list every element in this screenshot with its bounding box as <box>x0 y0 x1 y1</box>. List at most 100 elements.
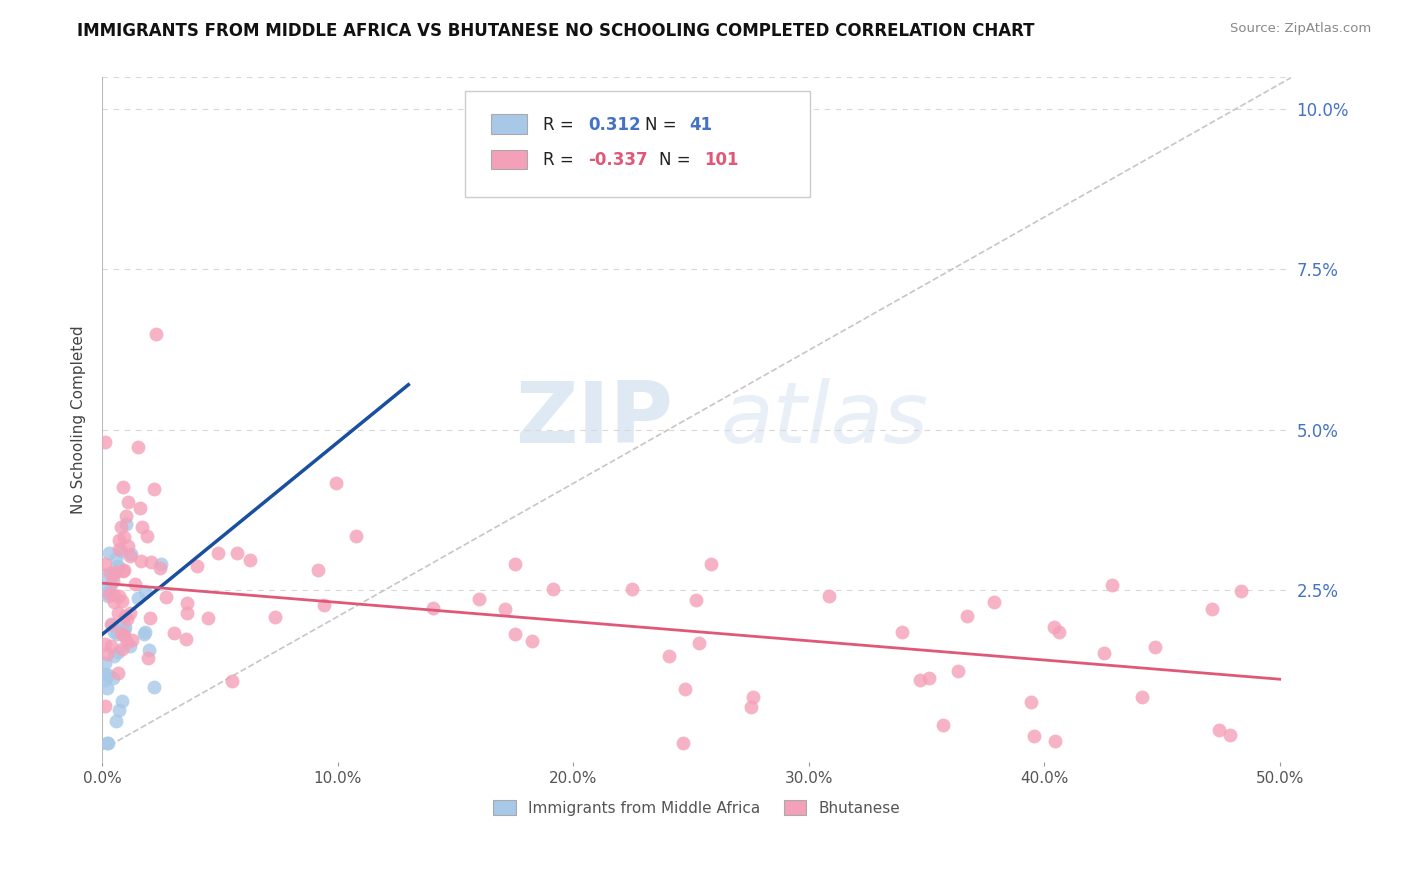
Text: N =: N = <box>659 152 696 169</box>
Point <box>105 627 128 641</box>
Point <box>98 546 121 560</box>
Point <box>699 557 721 571</box>
Point <box>685 592 707 607</box>
Point <box>107 590 129 604</box>
Point <box>110 641 132 656</box>
Point <box>932 717 955 731</box>
Point <box>97 736 120 750</box>
Point <box>742 690 765 705</box>
Point <box>105 558 128 573</box>
Text: 101: 101 <box>704 152 738 169</box>
Point <box>97 584 120 599</box>
Point <box>103 588 125 602</box>
Point <box>520 634 543 648</box>
Point <box>120 606 142 620</box>
Point <box>207 546 229 560</box>
Point <box>621 582 644 596</box>
Point <box>100 616 122 631</box>
FancyBboxPatch shape <box>465 91 810 197</box>
Point <box>117 540 139 554</box>
Point <box>422 601 444 615</box>
Point <box>94 435 117 450</box>
Point <box>1024 729 1046 743</box>
Point <box>97 589 120 603</box>
Point <box>1143 640 1166 655</box>
Point <box>120 639 142 653</box>
Text: IMMIGRANTS FROM MIDDLE AFRICA VS BHUTANESE NO SCHOOLING COMPLETED CORRELATION CH: IMMIGRANTS FROM MIDDLE AFRICA VS BHUTANE… <box>77 22 1035 40</box>
Point <box>98 566 121 580</box>
Point <box>891 624 914 639</box>
Point <box>956 609 979 624</box>
Point <box>101 566 124 581</box>
Point <box>105 714 128 728</box>
Point <box>114 623 136 637</box>
Point <box>155 591 177 605</box>
Point <box>314 598 336 612</box>
Point <box>325 475 347 490</box>
Point <box>918 672 941 686</box>
Point <box>107 665 129 680</box>
Point <box>124 576 146 591</box>
Point <box>117 494 139 508</box>
Legend: Immigrants from Middle Africa, Bhutanese: Immigrants from Middle Africa, Bhutanese <box>485 792 908 823</box>
Point <box>1047 625 1070 640</box>
Point <box>983 595 1005 609</box>
Point <box>143 681 166 695</box>
Point <box>93 673 115 687</box>
Point <box>107 533 129 548</box>
Point <box>139 611 162 625</box>
Point <box>1208 723 1230 738</box>
Point <box>176 596 198 610</box>
Point <box>1219 728 1241 742</box>
Point <box>134 624 156 639</box>
Point <box>114 609 136 624</box>
Point <box>658 649 681 664</box>
Point <box>111 694 134 708</box>
Point <box>1130 690 1153 705</box>
Point <box>197 611 219 625</box>
Point <box>103 624 125 639</box>
Point <box>468 591 491 606</box>
Point <box>134 627 156 641</box>
Point <box>104 565 127 579</box>
Point <box>107 607 129 621</box>
Point <box>138 643 160 657</box>
Point <box>112 564 135 578</box>
Point <box>112 563 135 577</box>
Point <box>93 557 115 571</box>
Point <box>112 620 135 634</box>
Text: R =: R = <box>544 116 579 134</box>
Point <box>344 529 367 543</box>
Point <box>503 627 526 641</box>
Point <box>103 574 125 588</box>
Point <box>1043 620 1066 634</box>
Point <box>100 576 122 591</box>
Point <box>98 587 121 601</box>
Point <box>134 585 156 599</box>
Point <box>103 648 125 663</box>
Point <box>238 553 260 567</box>
Point <box>103 595 125 609</box>
Point <box>114 620 136 634</box>
Point <box>127 591 149 605</box>
Point <box>110 625 132 640</box>
Point <box>120 547 142 561</box>
Point <box>93 656 115 670</box>
Point <box>1092 646 1115 660</box>
Point <box>93 637 115 651</box>
FancyBboxPatch shape <box>491 114 527 134</box>
Point <box>541 582 564 596</box>
Text: N =: N = <box>644 116 682 134</box>
Point <box>96 647 118 661</box>
Point <box>129 500 152 515</box>
Point <box>101 617 124 632</box>
Point <box>221 674 243 689</box>
Point <box>136 529 159 543</box>
Point <box>115 612 138 626</box>
Point <box>264 609 287 624</box>
Point <box>176 607 198 621</box>
Point <box>1201 602 1223 616</box>
Point <box>149 561 172 575</box>
Point <box>163 626 186 640</box>
Point <box>129 554 152 568</box>
